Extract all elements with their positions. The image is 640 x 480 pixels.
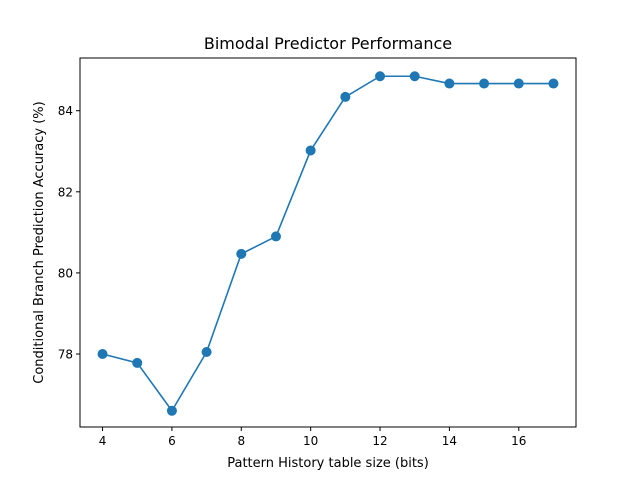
x-tick-label: 4 (99, 434, 107, 448)
data-point (236, 248, 247, 259)
data-point (375, 71, 386, 82)
y-axis-ticks: 78 80 82 84 (58, 104, 80, 362)
data-point (97, 349, 108, 360)
data-point (201, 346, 212, 357)
chart-title: Bimodal Predictor Performance (204, 34, 452, 53)
plot-area (80, 58, 576, 427)
y-tick-label: 82 (58, 185, 73, 199)
data-point (305, 145, 316, 156)
data-point (132, 357, 143, 368)
data-point (548, 78, 559, 89)
x-axis-ticks: 4 6 8 10 12 14 16 (99, 427, 526, 448)
data-point (270, 231, 281, 242)
x-tick-label: 14 (442, 434, 457, 448)
series-line (102, 75, 554, 412)
x-tick-label: 16 (511, 434, 526, 448)
series-layer (97, 71, 559, 416)
x-tick-label: 6 (168, 434, 176, 448)
data-point (166, 405, 177, 416)
data-point (340, 91, 351, 102)
y-tick-label: 80 (58, 266, 73, 280)
plot-frame (79, 57, 577, 428)
x-tick-label: 8 (237, 434, 245, 448)
x-tick-label: 10 (303, 434, 318, 448)
y-tick-label: 84 (58, 104, 73, 118)
data-point (479, 78, 490, 89)
y-axis-label: Conditional Branch Prediction Accuracy (… (32, 101, 47, 383)
data-point (409, 71, 420, 82)
x-axis-label: Pattern History table size (bits) (227, 456, 429, 471)
data-point (444, 78, 455, 89)
data-point (513, 78, 524, 89)
y-tick-label: 78 (58, 348, 73, 362)
x-tick-label: 12 (372, 434, 387, 448)
